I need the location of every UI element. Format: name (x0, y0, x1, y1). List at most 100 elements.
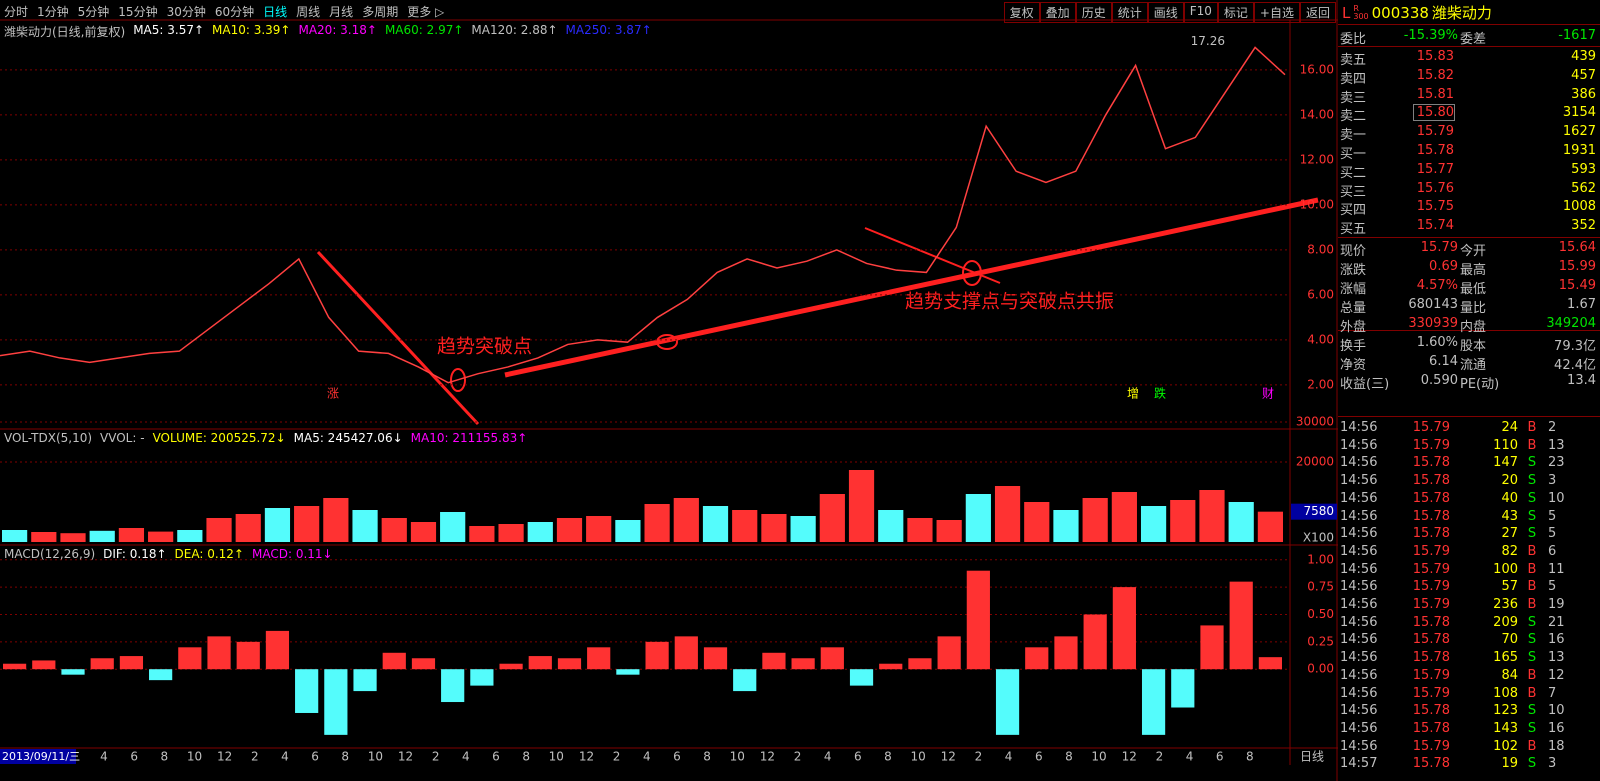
cell: 15.83 (1416, 49, 1454, 64)
macd-bar (382, 652, 406, 670)
period-tab[interactable]: 分时 (4, 5, 29, 19)
event-marker: 涨 (327, 386, 339, 401)
macd-bar (674, 636, 698, 670)
macd-bar (703, 647, 728, 670)
cell: 14:56 (1340, 455, 1378, 471)
cell: 10 (1548, 703, 1565, 719)
period-tab[interactable]: 1分钟 (37, 5, 69, 19)
volume-bar (936, 520, 962, 542)
macd-bar (733, 669, 757, 692)
y-tick-label: 6.00 (1307, 287, 1334, 301)
y-tick-label: 0.75 (1307, 580, 1334, 594)
cell: 15.76 (1416, 180, 1454, 196)
cell: 14:56 (1340, 650, 1378, 666)
cell: 4.57% (1416, 278, 1458, 293)
date-tick-label: 12 (217, 750, 232, 764)
cell: 14:56 (1340, 720, 1378, 736)
period-tab[interactable]: 更多 ▷ (407, 5, 445, 19)
volume-bar (556, 518, 583, 542)
cell: 15.78 (1412, 632, 1450, 648)
cell: 143 (1493, 720, 1518, 736)
macd-bar (236, 641, 260, 670)
cell: 15.80 (1413, 104, 1455, 122)
stock-code: 000338 (1371, 3, 1429, 22)
date-tick-label: 4 (643, 750, 651, 764)
period-label: 日线 (1300, 750, 1324, 764)
cell: 16 (1548, 632, 1565, 648)
tool-button[interactable]: F10 (1183, 2, 1218, 23)
cell: 15.64 (1558, 240, 1596, 255)
cell: 总量 (1340, 301, 1367, 316)
date-tick-label: 2 (975, 750, 983, 764)
tool-button[interactable]: 复权 (1003, 2, 1040, 23)
cell: 卖四 (1340, 71, 1367, 87)
legend-item: MACD(12,26,9) (4, 547, 96, 561)
price-legend: 潍柴动力(日线,前复权) MA5: 3.57↑ MA10: 3.39↑ MA20: 3… (4, 23, 652, 40)
legend-item: MA5: 3.57↑ (133, 23, 205, 37)
macd-bar (61, 669, 85, 675)
cell: 买三 (1340, 184, 1367, 200)
period-tab[interactable]: 60分钟 (214, 5, 255, 19)
cell: 15.79 (1412, 597, 1450, 612)
volume-bar (381, 518, 407, 542)
tool-buttons: 复权 叠加 历史 统计 画线 F10 标记 +自选 返回 (1003, 2, 1336, 23)
date-tick-label: 8 (703, 750, 711, 764)
macd-bar (1083, 614, 1107, 670)
cell: S (1527, 473, 1537, 489)
volume-bar (586, 516, 612, 542)
legend-item: VOL-TDX(5,10) (4, 431, 93, 445)
cell: 15.79 (1412, 685, 1450, 701)
tool-button[interactable]: +自选 (1253, 2, 1300, 23)
cell: 15.78 (1412, 455, 1450, 471)
macd-bar (411, 658, 436, 670)
period-tab[interactable]: 30分钟 (166, 5, 206, 19)
cell: 23 (1548, 455, 1565, 471)
cell: 14:56 (1340, 685, 1378, 701)
cell: 量比 (1460, 301, 1487, 316)
cell: 352 (1571, 218, 1596, 234)
period-tab[interactable]: 15分钟 (118, 5, 158, 19)
volume-bar (2, 530, 28, 542)
cell: 15.79 (1412, 738, 1450, 754)
cell: 42.4亿 (1554, 358, 1596, 373)
cell: 13.4 (1567, 373, 1596, 388)
tool-button[interactable]: 画线 (1147, 2, 1184, 23)
date-tick-label: 6 (1216, 750, 1224, 764)
volume-bar (89, 530, 115, 542)
macd-bar (499, 663, 523, 670)
cell: 5 (1548, 526, 1557, 542)
tool-button[interactable]: 历史 (1075, 2, 1112, 23)
cell: 买二 (1340, 165, 1367, 181)
cell: B (1527, 597, 1537, 612)
title: 潍柴动力(日线,前复权) (4, 25, 126, 39)
volume-bar (1111, 492, 1137, 542)
date-tick-label: 4 (462, 750, 470, 764)
tool-button[interactable]: 叠加 (1039, 2, 1076, 23)
cell: 15.74 (1416, 218, 1454, 234)
date-tick-label: 12 (760, 750, 775, 764)
cell: 40 (1501, 490, 1518, 506)
price-line (0, 46, 1286, 384)
macd-bar (645, 641, 669, 670)
macd-bar (908, 658, 932, 670)
tool-button[interactable]: 标记 (1217, 2, 1254, 23)
tool-button[interactable]: 统计 (1111, 2, 1148, 23)
cell: 涨幅 (1340, 282, 1367, 297)
date-tick-label: 4 (824, 750, 832, 764)
tool-button[interactable]: 返回 (1299, 2, 1336, 23)
period-tab[interactable]: 多周期 (362, 5, 399, 19)
period-tab[interactable]: 月线 (329, 5, 354, 19)
annotation: 趋势支撑点与突破点共振 (905, 291, 1114, 313)
volume-bar (965, 494, 991, 542)
cell: 84 (1501, 667, 1518, 683)
cell: 卖三 (1340, 90, 1367, 106)
period-tab[interactable]: 日线 (263, 5, 288, 19)
period-tab[interactable]: 5分钟 (77, 5, 110, 19)
legend-item: DEA: 0.12↑ (174, 547, 244, 561)
period-tab[interactable]: 周线 (296, 5, 321, 19)
volume-bar (1228, 502, 1254, 542)
y-tick-label: 10.00 (1300, 197, 1334, 211)
date-tick-label: 2 (251, 750, 259, 764)
cell: 今开 (1460, 244, 1487, 259)
date-tick-label: 6 (1035, 750, 1043, 764)
